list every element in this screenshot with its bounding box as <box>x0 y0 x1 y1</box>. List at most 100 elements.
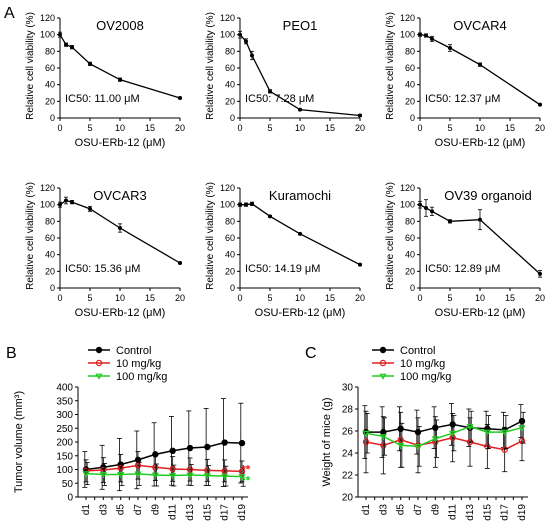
legend-marker <box>379 359 387 367</box>
x-tick-label: 10 <box>295 123 305 133</box>
x-tick-label: d17 <box>500 504 511 521</box>
data-point <box>478 217 482 222</box>
data-point <box>151 472 159 479</box>
legend-label: Control <box>116 345 151 357</box>
data-point <box>362 438 370 446</box>
data-point <box>64 198 68 203</box>
y-tick-label: 40 <box>45 250 55 260</box>
y-tick-label: 120 <box>400 183 415 193</box>
x-tick-label: 5 <box>447 123 452 133</box>
ic50-annotation: IC50: 12.89 μM <box>425 263 500 275</box>
y-tick-label: 100 <box>40 30 55 40</box>
x-tick-label: 10 <box>115 293 125 303</box>
data-point <box>204 443 211 451</box>
series-control <box>82 398 246 492</box>
data-point <box>118 77 122 82</box>
data-point <box>186 444 194 452</box>
data-point <box>418 202 422 207</box>
x-tick-label: 0 <box>237 123 242 133</box>
chart-title: OVCAR4 <box>453 18 506 33</box>
y-tick-label: 400 <box>56 383 73 394</box>
x-tick-label: d19 <box>517 504 528 521</box>
x-tick-label: d9 <box>150 504 161 516</box>
data-point <box>418 32 422 37</box>
x-tick-label: d11 <box>168 504 179 520</box>
y-axis-label: Relative cell viability (%) <box>25 12 36 120</box>
data-point <box>362 430 370 437</box>
data-point <box>538 271 542 276</box>
data-point <box>134 462 142 469</box>
x-tick-label: 15 <box>145 123 155 133</box>
data-point <box>448 219 452 224</box>
chart-title: OV2008 <box>96 18 144 33</box>
y-tick-label: 0 <box>410 113 415 123</box>
y-tick-label: 20 <box>45 266 55 276</box>
y-tick-label: 22 <box>342 471 354 482</box>
y-tick-label: 120 <box>220 13 235 23</box>
data-point <box>397 436 404 443</box>
data-point <box>380 442 387 449</box>
data-point <box>244 39 248 44</box>
chart-title: PEO1 <box>283 18 318 33</box>
data-point <box>448 46 452 50</box>
viability-chart-kuramochi: 0 20 40 60 80 100 120 0 5 10 15 20 Kuramochi IC50: 14… <box>205 182 365 319</box>
panel-label-b: B <box>6 345 17 362</box>
legend-marker <box>95 373 103 380</box>
data-point <box>99 472 107 479</box>
data-point <box>70 45 74 50</box>
y-tick-label: 100 <box>56 465 73 476</box>
x-tick-label: d13 <box>185 504 196 521</box>
x-tick-label: d3 <box>98 504 109 516</box>
ic50-annotation: IC50: 12.37 μM <box>425 93 500 105</box>
viability-chart-ov39-organoid: 0 20 40 60 80 100 120 0 5 10 15 20 OV39 organoid IC50… <box>385 182 545 319</box>
data-point <box>424 206 428 210</box>
y-tick-label: 40 <box>45 80 55 90</box>
y-tick-label: 0 <box>67 493 73 504</box>
legend-label: 100 mg/kg <box>116 371 167 383</box>
y-axis-label: Relative cell viability (%) <box>205 182 216 290</box>
data-point <box>238 474 246 481</box>
data-point <box>221 439 228 446</box>
data-point <box>64 42 68 47</box>
x-tick-label: d11 <box>448 504 459 520</box>
y-tick-label: 0 <box>230 283 235 293</box>
y-tick-label: 80 <box>225 46 235 56</box>
y-tick-label: 28 <box>342 405 354 416</box>
viability-chart-ov2008: 0 20 40 60 80 100 120 0 5 10 15 20 OV2008 IC50: 11.00… <box>25 12 185 149</box>
legend-label: 10 mg/kg <box>400 358 445 370</box>
data-point <box>238 32 242 37</box>
y-tick-label: 20 <box>225 266 235 276</box>
y-tick-label: 60 <box>225 63 235 73</box>
data-point <box>204 467 211 474</box>
series-line <box>85 472 243 478</box>
x-tick-label: 20 <box>535 293 545 303</box>
data-point <box>238 202 242 207</box>
x-tick-label: d1 <box>361 504 372 516</box>
x-axis-label: OSU-ERb-12 (μM) <box>255 307 346 319</box>
data-point <box>82 471 90 478</box>
x-tick-label: 15 <box>325 293 335 303</box>
x-tick-label: 5 <box>267 293 272 303</box>
series-10-mg-kg <box>82 451 246 483</box>
data-point <box>178 261 182 265</box>
series-line <box>85 441 243 471</box>
x-tick-label: 10 <box>475 123 485 133</box>
x-tick-label: 0 <box>57 293 62 303</box>
data-point <box>538 102 542 107</box>
x-tick-label: 20 <box>355 123 365 133</box>
y-tick-label: 26 <box>342 427 354 438</box>
legend-label: 10 mg/kg <box>116 358 161 370</box>
data-point <box>58 32 62 37</box>
viability-chart-peo1: 0 20 40 60 80 100 120 0 5 10 15 20 PEO1 IC50: 7.28 μM… <box>205 12 365 133</box>
legend-marker <box>379 346 387 354</box>
y-tick-label: 0 <box>50 113 55 123</box>
mouse-weight-chart: 20 22 24 26 28 30 d1 d3 d5 d7 d9 d11 d13 d15 d17 d19 Wei… <box>321 345 528 521</box>
x-tick-label: d9 <box>430 504 441 516</box>
y-tick-label: 60 <box>405 233 415 243</box>
x-tick-label: d7 <box>413 504 424 516</box>
y-axis-label: Relative cell viability (%) <box>385 182 396 290</box>
significance-marker: ** <box>241 462 251 476</box>
y-tick-label: 80 <box>405 46 415 56</box>
y-tick-label: 120 <box>40 13 55 23</box>
